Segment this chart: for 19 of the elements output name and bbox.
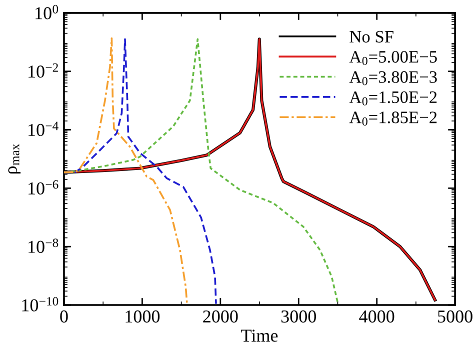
- y-tick-label: 10$^{−6}$: [28, 180, 58, 195]
- y-axis-title: ρ$_{max}$: [8, 144, 21, 174]
- x-tick-label: 4000: [359, 310, 394, 323]
- x-axis-title: Time: [241, 330, 278, 342]
- x-tick-label: 5000: [438, 310, 472, 323]
- y-tick-label: 10$^{−8}$: [28, 238, 58, 253]
- legend-label: No SF: [350, 30, 394, 43]
- x-tick-label: 1000: [126, 310, 160, 323]
- x-tick-label: 2000: [203, 310, 238, 323]
- y-tick-label: 10$^{−10}$: [22, 297, 58, 312]
- y-tick-label: 10$^{−4}$: [28, 122, 58, 136]
- y-tick-label: 10$^{0}$: [36, 4, 58, 20]
- legend-label: A$_{0}$=1.50E−2: [349, 91, 437, 106]
- legend-label: A$_{0}$=5.00E−5: [349, 50, 437, 66]
- legend-label: A$_{0}$=1.85E−2: [349, 112, 437, 126]
- x-tick-label: 3000: [281, 310, 316, 323]
- y-tick-label: 10$^{−2}$: [28, 63, 58, 78]
- x-tick-label: 0: [60, 310, 68, 323]
- legend-label: A$_{0}$=3.80E−3: [349, 71, 437, 86]
